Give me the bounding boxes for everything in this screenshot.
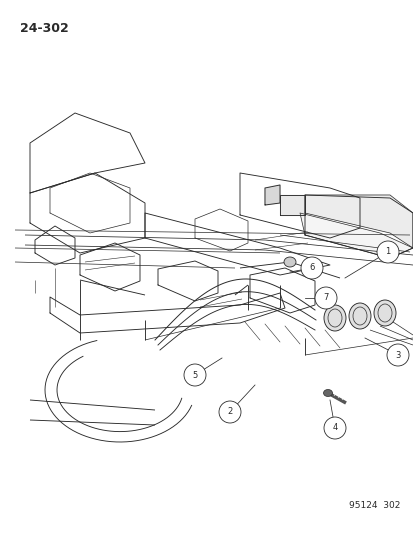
Polygon shape [279, 195, 304, 215]
Polygon shape [299, 213, 412, 258]
Text: 2: 2 [227, 408, 232, 416]
Polygon shape [304, 195, 412, 248]
Text: 5: 5 [192, 370, 197, 379]
Circle shape [300, 257, 322, 279]
Circle shape [218, 401, 240, 423]
Text: 4: 4 [332, 424, 337, 432]
Text: 7: 7 [323, 294, 328, 303]
Ellipse shape [348, 303, 370, 329]
Text: 95124  302: 95124 302 [348, 501, 399, 510]
Text: 1: 1 [385, 247, 390, 256]
Ellipse shape [323, 390, 332, 397]
Circle shape [376, 241, 398, 263]
Text: 6: 6 [309, 263, 314, 272]
Circle shape [183, 364, 206, 386]
Polygon shape [264, 185, 279, 205]
Circle shape [314, 287, 336, 309]
Circle shape [323, 417, 345, 439]
Text: 3: 3 [394, 351, 400, 359]
Ellipse shape [283, 257, 295, 267]
Ellipse shape [373, 300, 395, 326]
Circle shape [386, 344, 408, 366]
Ellipse shape [323, 305, 345, 331]
Text: 24-302: 24-302 [20, 22, 69, 35]
